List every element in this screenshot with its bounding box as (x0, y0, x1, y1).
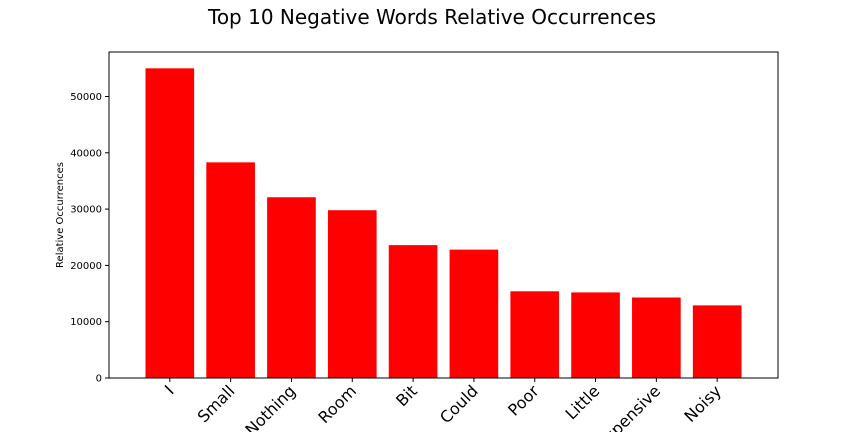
x-tick-label: Nothing (241, 381, 299, 432)
x-tick-label: Room (314, 381, 360, 427)
chart-title: Top 10 Negative Words Relative Occurrenc… (207, 5, 656, 29)
bar-noisy (692, 305, 742, 378)
bar-room (327, 210, 377, 378)
bar-nothing (267, 197, 316, 378)
plot-frame (108, 51, 779, 379)
x-tick-label: I (161, 381, 178, 398)
y-tick-label: 50000 (70, 92, 102, 103)
y-tick-label: 30000 (70, 205, 102, 216)
x-ticks-group: I Small Nothing Room Bit Could Poor LittleExpen… (161, 378, 725, 432)
y-ticks-group: 0 10000 20000 30000 40000 50000 (70, 92, 109, 385)
bars-group (145, 68, 742, 378)
y-tick-label: 0 (96, 374, 102, 385)
bar-poor (510, 291, 560, 378)
x-tick-label: Could (436, 381, 482, 427)
x-tick-label: Bit (392, 381, 421, 410)
x-tick-label: Noisy (680, 381, 725, 426)
x-tick-label: Small (194, 381, 239, 426)
y-tick-label: 40000 (70, 148, 102, 159)
bar-bit (388, 245, 438, 378)
bar-small (206, 162, 255, 378)
y-axis-label: Relative Occurrences (55, 162, 66, 268)
y-tick-label: 10000 (70, 317, 102, 328)
bar-could (449, 249, 499, 378)
y-tick-label: 20000 (70, 261, 102, 272)
x-tick-label: Poor (504, 381, 543, 420)
bar-expensive (632, 297, 681, 378)
bar-i (145, 68, 195, 378)
x-tick-label: Expensive (593, 381, 664, 432)
bar-little (571, 292, 620, 378)
x-tick-label: Little (562, 381, 604, 423)
